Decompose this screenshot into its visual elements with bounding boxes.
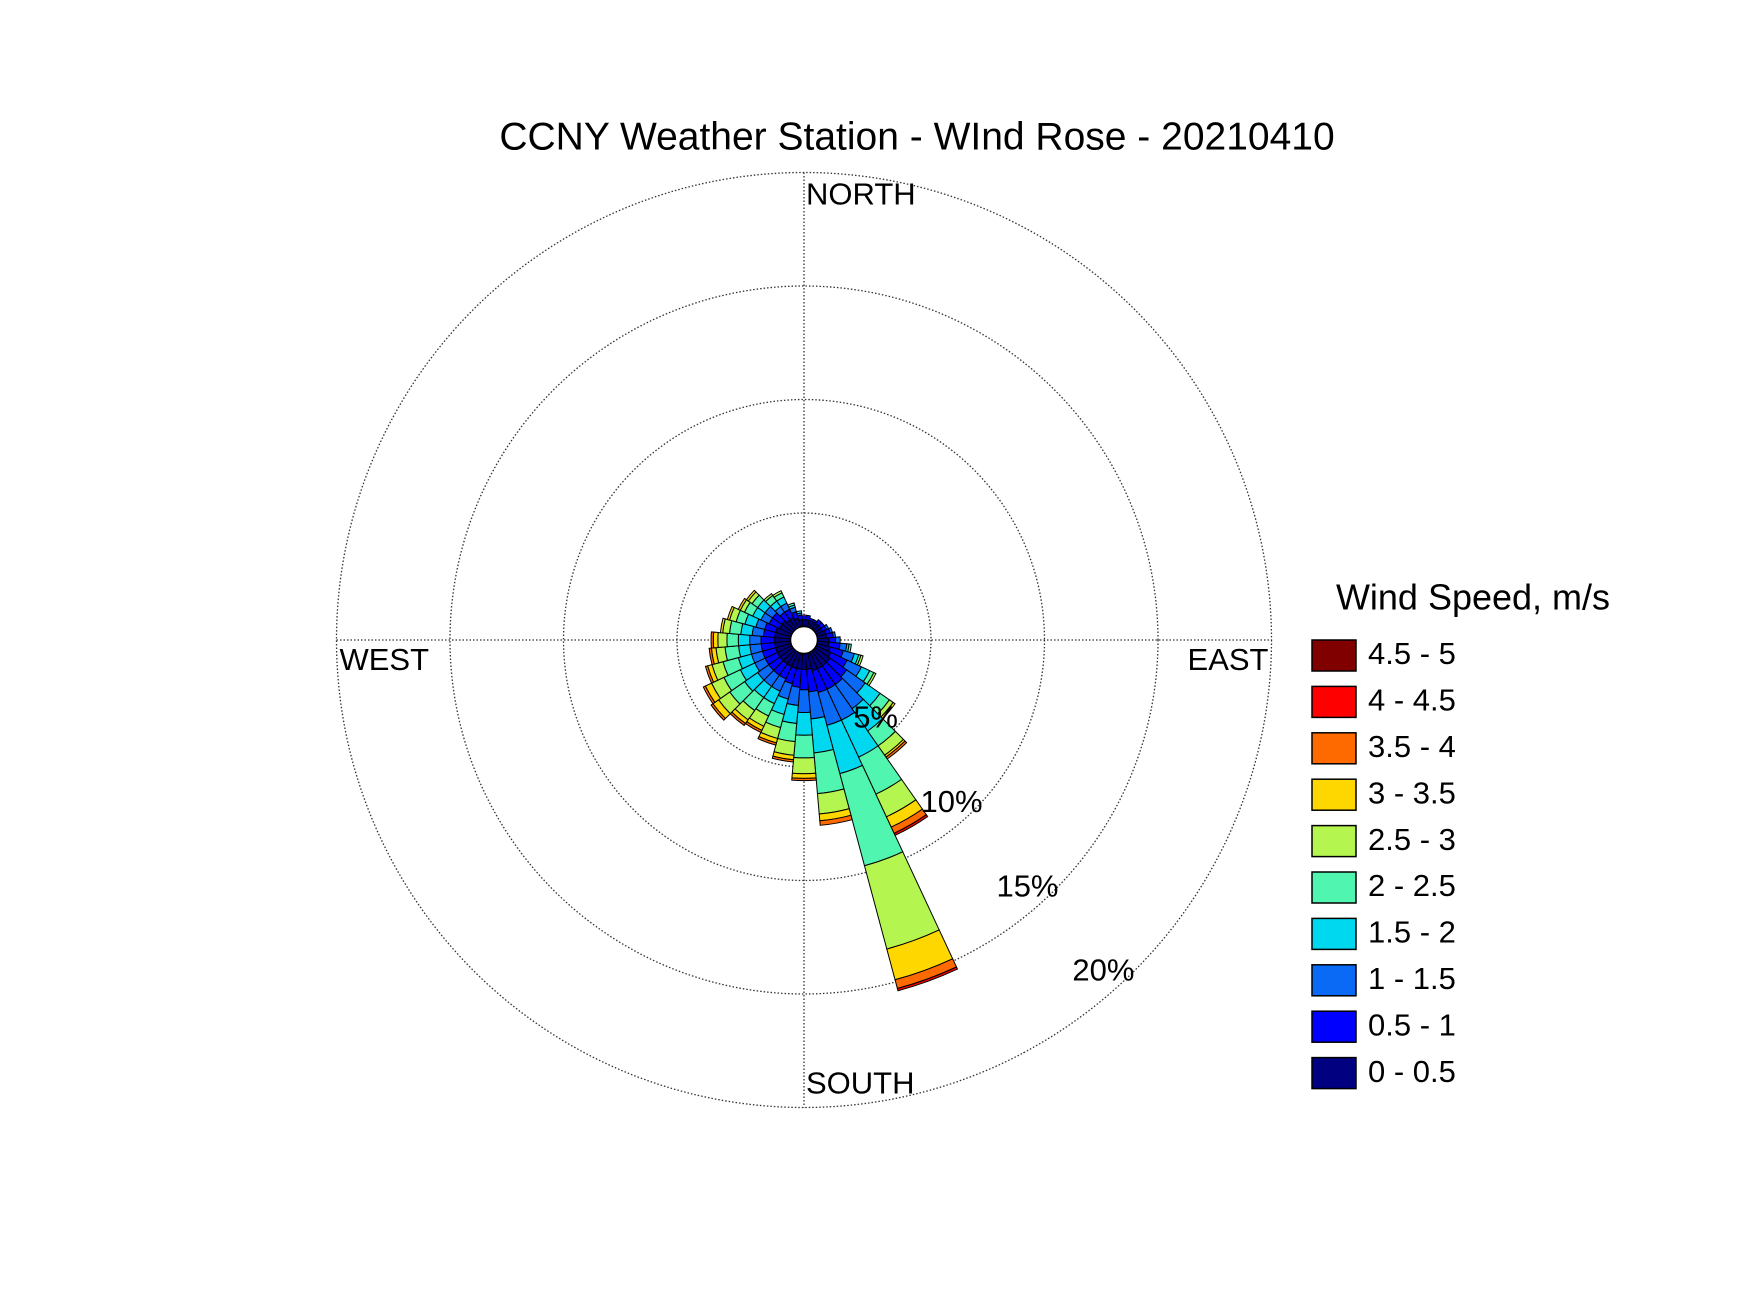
wedge bbox=[880, 701, 896, 720]
wedge bbox=[719, 617, 726, 634]
legend-label: 2.5 - 3 bbox=[1368, 822, 1456, 857]
wedge bbox=[737, 633, 751, 647]
r-tick-label: 5% bbox=[853, 700, 898, 735]
wedge bbox=[729, 711, 747, 727]
legend-swatch bbox=[1311, 871, 1357, 904]
legend-label: 1 - 1.5 bbox=[1368, 961, 1456, 996]
wedge bbox=[819, 814, 853, 826]
wedge bbox=[795, 610, 803, 615]
wedge bbox=[710, 631, 715, 649]
legend-swatch bbox=[1311, 639, 1357, 672]
legend-swatch bbox=[1311, 917, 1357, 951]
wedge bbox=[866, 671, 877, 687]
wedge bbox=[745, 589, 757, 602]
legend-label: 0 - 0.5 bbox=[1368, 1054, 1456, 1089]
wedge bbox=[834, 636, 841, 644]
wedge bbox=[749, 634, 762, 646]
legend-label: 3 - 3.5 bbox=[1368, 775, 1456, 810]
legend-swatch bbox=[1311, 732, 1357, 765]
legend-swatch bbox=[1311, 1010, 1357, 1043]
wedge bbox=[787, 602, 796, 608]
center-hole bbox=[789, 625, 819, 655]
wedge bbox=[885, 740, 908, 760]
wedge bbox=[791, 756, 817, 775]
grid-ring bbox=[449, 285, 1159, 995]
wedge bbox=[856, 654, 864, 667]
legend-label: 0.5 - 1 bbox=[1368, 1007, 1456, 1042]
grid bbox=[335, 171, 1273, 1109]
r-tick-label: 15% bbox=[996, 868, 1058, 903]
wedge bbox=[726, 605, 735, 621]
legend-swatch bbox=[1311, 1056, 1357, 1090]
compass-label: EAST bbox=[1188, 642, 1269, 677]
legend-title: Wind Speed, m/s bbox=[1336, 577, 1610, 618]
wedge bbox=[847, 643, 852, 653]
legend-swatch bbox=[1311, 778, 1357, 811]
legend-label: 4 - 4.5 bbox=[1368, 683, 1456, 718]
chart-title: CCNY Weather Station - WInd Rose - 20210… bbox=[499, 115, 1334, 158]
wedge bbox=[757, 735, 778, 746]
wedge bbox=[771, 755, 795, 763]
legend-swatch bbox=[1311, 964, 1357, 997]
legend-swatch bbox=[1311, 685, 1357, 719]
legend-label: 1.5 - 2 bbox=[1368, 915, 1456, 950]
grid-ring bbox=[676, 512, 932, 768]
r-tick-label: 10% bbox=[921, 784, 983, 819]
legend-swatch bbox=[1311, 824, 1357, 858]
compass-label: SOUTH bbox=[806, 1066, 915, 1101]
wedge bbox=[708, 647, 715, 666]
wedge bbox=[831, 631, 837, 638]
wedge bbox=[791, 777, 817, 782]
wedge bbox=[737, 597, 748, 611]
wedge bbox=[717, 631, 728, 649]
legend-label: 4.5 - 5 bbox=[1368, 636, 1456, 671]
wedge bbox=[772, 590, 783, 599]
wedge bbox=[704, 665, 715, 684]
compass-label: NORTH bbox=[806, 177, 916, 212]
wedge bbox=[712, 631, 719, 649]
compass-label: WEST bbox=[340, 642, 430, 677]
wedge bbox=[702, 685, 716, 705]
wedge bbox=[710, 703, 727, 721]
wedge bbox=[893, 813, 929, 837]
legend-label: 2 - 2.5 bbox=[1368, 868, 1456, 903]
wedge bbox=[793, 734, 815, 759]
wedge bbox=[896, 966, 959, 992]
wedge bbox=[726, 632, 740, 648]
r-tick-label: 20% bbox=[1072, 953, 1134, 988]
wedge bbox=[763, 592, 774, 603]
wedge bbox=[795, 711, 813, 736]
legend-label: 3.5 - 4 bbox=[1368, 729, 1456, 764]
